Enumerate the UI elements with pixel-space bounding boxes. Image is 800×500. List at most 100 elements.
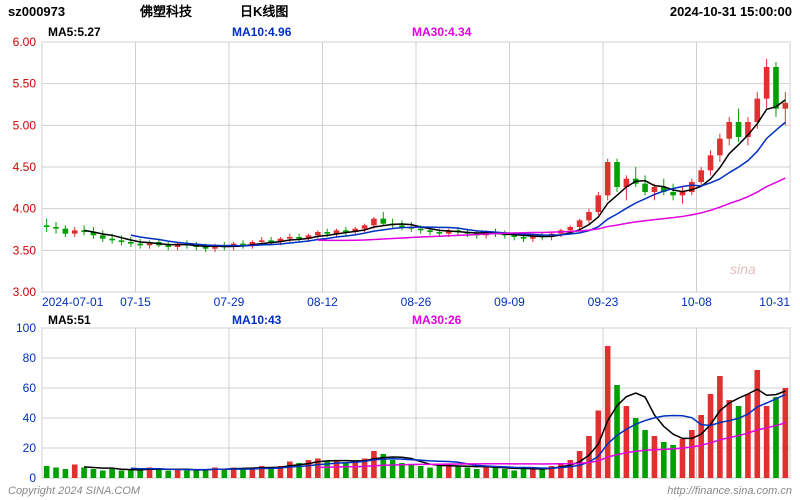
volume-bar — [446, 465, 452, 479]
candle-body — [427, 230, 433, 232]
candle-body — [418, 229, 424, 231]
volume-bar — [642, 430, 648, 478]
vol-ma30-label: MA30:26 — [412, 313, 462, 327]
volume-bar — [390, 460, 396, 478]
volume-bar — [352, 462, 358, 479]
candle-body — [362, 225, 368, 228]
stock-name: 佛塑科技 — [139, 4, 193, 19]
volume-bar — [371, 451, 377, 478]
candle-body — [137, 244, 143, 246]
x-tick-label: 10-31 — [759, 295, 790, 309]
price-y-tick: 5.50 — [13, 77, 37, 91]
volume-bar — [764, 406, 770, 478]
candle-body — [437, 232, 443, 234]
vol-y-tick: 60 — [23, 381, 37, 395]
volume-bar — [63, 469, 69, 478]
volume-bar — [624, 406, 630, 478]
candle-body — [717, 139, 723, 156]
volume-bar — [455, 466, 461, 478]
price-y-tick: 4.00 — [13, 202, 37, 216]
timestamp: 2024-10-31 15:00:00 — [670, 4, 792, 19]
x-tick-label: 07-29 — [214, 295, 245, 309]
volume-bar — [717, 376, 723, 478]
candle-body — [642, 184, 648, 192]
candle-body — [324, 232, 330, 234]
vol-y-tick: 40 — [23, 411, 37, 425]
candle-body — [577, 220, 583, 227]
candle-body — [736, 122, 742, 137]
vol-y-tick: 80 — [23, 351, 37, 365]
volume-bar — [427, 468, 433, 479]
volume-bar — [465, 468, 471, 479]
x-tick-label: 09-23 — [588, 295, 619, 309]
watermark: sina — [730, 261, 756, 277]
volume-bar — [72, 465, 78, 479]
candle-body — [670, 192, 676, 195]
candle-body — [128, 242, 134, 244]
stock-chart-container: sz000973佛塑科技日K线图2024-10-31 15:00:003.003… — [0, 0, 800, 500]
candle-body — [605, 162, 611, 195]
stock-code: sz000973 — [8, 4, 65, 19]
volume-bar — [708, 394, 714, 478]
price-ma5-line — [84, 100, 785, 247]
volume-bar — [437, 466, 443, 478]
vol-y-tick: 0 — [29, 471, 36, 485]
volume-bar — [483, 466, 489, 478]
volume-bar — [119, 471, 125, 479]
x-tick-label: 10-08 — [681, 295, 712, 309]
volume-bar — [418, 466, 424, 478]
vol-ma5-label: MA5:51 — [48, 313, 91, 327]
candle-body — [44, 225, 50, 227]
candle-body — [287, 237, 293, 239]
volume-bar — [137, 471, 143, 479]
copyright: Copyright 2024 SINA.COM — [8, 485, 141, 497]
volume-bar — [783, 388, 789, 478]
candle-body — [773, 67, 779, 109]
candle-body — [72, 230, 78, 233]
candle-body — [698, 170, 704, 182]
candle-body — [259, 240, 265, 242]
vol-y-tick: 20 — [23, 441, 37, 455]
volume-bar — [726, 400, 732, 478]
volume-bar — [184, 471, 190, 479]
volume-bar — [287, 462, 293, 479]
volume-bar — [240, 469, 246, 478]
volume-bar — [502, 469, 508, 478]
volume-bar — [661, 442, 667, 478]
chart-type: 日K线图 — [240, 4, 288, 19]
volume-bar — [193, 471, 199, 479]
candle-body — [399, 225, 405, 227]
volume-bar — [175, 469, 181, 478]
volume-bar — [53, 468, 59, 479]
volume-bar — [614, 385, 620, 478]
candle-body — [652, 187, 658, 192]
price-y-tick: 6.00 — [13, 35, 37, 49]
volume-bar — [109, 469, 115, 478]
volume-bar — [222, 469, 228, 478]
volume-bar — [652, 436, 658, 478]
volume-bar — [567, 460, 573, 478]
candle-body — [596, 195, 602, 212]
volume-bar — [558, 463, 564, 478]
candle-body — [567, 227, 573, 230]
candle-body — [680, 192, 686, 195]
vol-ma10-label: MA10:43 — [232, 313, 282, 327]
candle-body — [754, 99, 760, 122]
price-ma10-label: MA10:4.96 — [232, 25, 292, 39]
x-tick-label: 09-09 — [494, 295, 525, 309]
volume-bar — [511, 471, 517, 479]
price-y-tick: 3.50 — [13, 243, 37, 257]
price-ma5-label: MA5:5.27 — [48, 25, 101, 39]
footer-url: http://finance.sina.com.cn — [667, 485, 792, 497]
volume-bar — [81, 468, 87, 479]
x-tick-label: 2024-07-01 — [42, 295, 104, 309]
candle-body — [783, 103, 789, 109]
candle-body — [726, 122, 732, 139]
candle-body — [315, 232, 321, 235]
volume-bar — [156, 469, 162, 478]
candle-body — [119, 240, 125, 242]
candle-body — [614, 162, 620, 187]
price-y-tick: 5.00 — [13, 118, 37, 132]
chart-svg: sz000973佛塑科技日K线图2024-10-31 15:00:003.003… — [0, 0, 800, 500]
candle-body — [53, 227, 59, 229]
